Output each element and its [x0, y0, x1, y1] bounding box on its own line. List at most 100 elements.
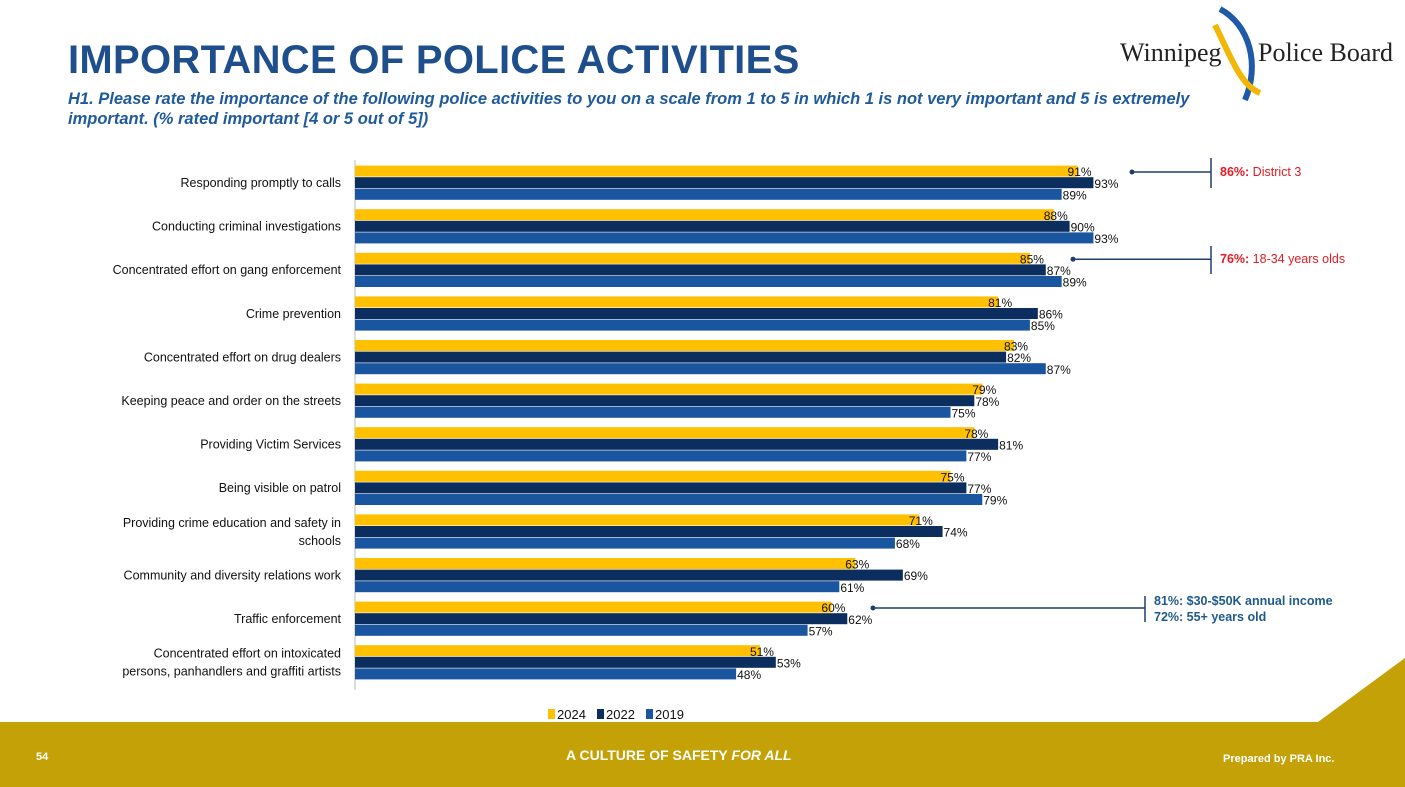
- bar-2022: [355, 264, 1046, 276]
- data-label: 68%: [896, 537, 920, 551]
- data-label: 51%: [750, 645, 774, 659]
- data-label: 82%: [1007, 351, 1031, 365]
- data-label: 78%: [975, 395, 999, 409]
- footer-tagline: A CULTURE OF SAFETY FOR ALL: [566, 747, 792, 763]
- legend-swatch-2022: [597, 709, 604, 719]
- data-label: 81%: [999, 438, 1023, 452]
- category-label: Providing Victim Services: [200, 438, 341, 452]
- bar-2022: [355, 656, 776, 668]
- data-label: 77%: [967, 450, 991, 464]
- bar-2019: [355, 406, 951, 418]
- data-label: 85%: [1020, 252, 1044, 266]
- data-label: 79%: [972, 383, 996, 397]
- category-label: Crime prevention: [246, 307, 341, 321]
- data-label: 75%: [941, 470, 965, 484]
- bar-2022: [355, 220, 1070, 232]
- data-label: 74%: [944, 526, 968, 540]
- bar-2024: [355, 252, 1030, 264]
- bar-2022: [355, 613, 848, 625]
- data-label: 88%: [1044, 209, 1068, 223]
- bar-2019: [355, 232, 1094, 244]
- bar-2022: [355, 308, 1038, 319]
- bar-2019: [355, 494, 983, 505]
- tagline-italic: FOR ALL: [731, 747, 792, 763]
- bar-2019: [355, 188, 1062, 200]
- bar-2024: [355, 296, 999, 308]
- bar-2022: [355, 482, 967, 494]
- page-number: 54: [36, 751, 49, 763]
- annotation-text: 76%: 18-34 years olds: [1220, 252, 1345, 266]
- bar-2019: [355, 537, 895, 549]
- bar-2019: [355, 319, 1030, 331]
- annotation-text: 72%: 55+ years old: [1154, 610, 1266, 624]
- bar-2022: [355, 569, 903, 581]
- bar-2022: [355, 438, 999, 450]
- data-label: 93%: [1094, 177, 1118, 191]
- data-label: 62%: [848, 613, 872, 627]
- data-label: 60%: [821, 601, 845, 615]
- data-label: 91%: [1068, 165, 1092, 179]
- question-subtitle: H1. Please rate the importance of the fo…: [68, 90, 1190, 128]
- legend-swatch-2019: [646, 709, 653, 719]
- category-label: Responding promptly to calls: [181, 176, 342, 190]
- bar-2024: [355, 558, 856, 569]
- page-title: IMPORTANCE OF POLICE ACTIVITIES: [68, 38, 800, 82]
- legend-swatch-2024: [548, 709, 555, 719]
- data-label: 81%: [988, 296, 1012, 310]
- bar-2024: [355, 470, 951, 482]
- logo-text-right: Police Board: [1258, 38, 1393, 67]
- tagline-text: A CULTURE OF SAFETY: [566, 747, 732, 763]
- bar-2024: [355, 645, 760, 657]
- data-label: 89%: [1063, 276, 1087, 290]
- bar-2019: [355, 276, 1062, 287]
- bar-2024: [355, 427, 975, 439]
- data-label: 79%: [983, 494, 1007, 508]
- bar-2024: [355, 601, 832, 613]
- annotation-text: 81%: $30-$50K annual income: [1154, 594, 1333, 608]
- data-label: 69%: [904, 569, 928, 583]
- category-label: Concentrated effort on gang enforcement: [113, 263, 342, 277]
- category-label: persons, panhandlers and graffiti artist…: [122, 665, 341, 679]
- data-label: 48%: [737, 668, 761, 682]
- data-label: 71%: [909, 514, 933, 528]
- bar-2022: [355, 351, 1007, 363]
- data-label: 75%: [952, 406, 976, 420]
- data-label: 90%: [1071, 220, 1095, 234]
- category-label: schools: [299, 534, 341, 548]
- legend-label: 2024: [557, 707, 586, 722]
- annotation-text: 86%: District 3: [1220, 165, 1301, 179]
- bar-2024: [355, 383, 983, 395]
- bar-2022: [355, 526, 943, 537]
- bar-2022: [355, 177, 1094, 189]
- logo-text-left: Winnipeg: [1120, 38, 1222, 67]
- bar-2019: [355, 668, 737, 680]
- data-label: 53%: [777, 656, 801, 670]
- category-label: Providing crime education and safety in: [123, 516, 341, 530]
- data-label: 86%: [1039, 308, 1063, 322]
- data-label: 83%: [1004, 340, 1028, 354]
- bar-2022: [355, 395, 975, 407]
- bar-2019: [355, 624, 808, 636]
- bar-2019: [355, 450, 967, 462]
- category-label: Concentrated effort on intoxicated: [154, 647, 341, 661]
- bar-2024: [355, 340, 1015, 351]
- footer-credit: Prepared by PRA Inc.: [1223, 753, 1335, 765]
- bar-2024: [355, 209, 1054, 221]
- data-label: 61%: [840, 581, 864, 595]
- legend-label: 2022: [606, 707, 635, 722]
- bar-2019: [355, 363, 1046, 375]
- legend-label: 2019: [655, 707, 684, 722]
- winnipeg-police-board-logo: Winnipeg Police Board: [1120, 6, 1393, 102]
- bar-2024: [355, 514, 919, 526]
- data-label: 57%: [809, 624, 833, 638]
- data-label: 78%: [964, 427, 988, 441]
- data-label: 77%: [967, 482, 991, 496]
- data-label: 87%: [1047, 264, 1071, 278]
- category-label: Traffic enforcement: [234, 612, 342, 626]
- data-label: 93%: [1094, 232, 1118, 246]
- category-label: Concentrated effort on drug dealers: [144, 350, 341, 364]
- category-label: Being visible on patrol: [219, 481, 341, 495]
- data-label: 85%: [1031, 319, 1055, 333]
- category-label: Conducting criminal investigations: [152, 220, 341, 234]
